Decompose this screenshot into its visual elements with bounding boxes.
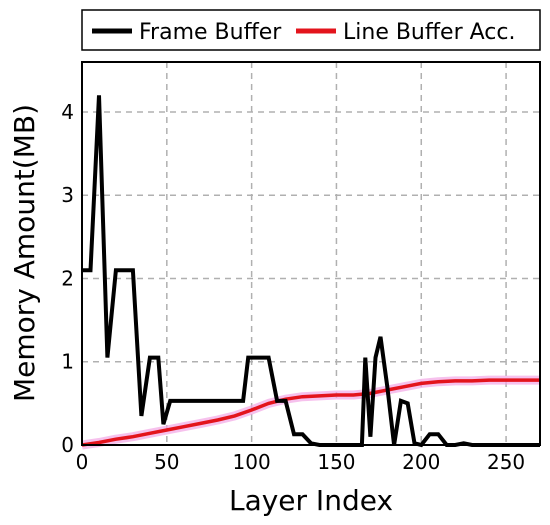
y-tick-label: 4 — [61, 100, 74, 124]
plot-frame — [81, 61, 541, 446]
legend: Frame Buffer Line Buffer Acc. — [81, 9, 541, 51]
y-axis-ticks: 0 1 2 3 4 — [61, 100, 74, 457]
y-axis-title: Memory Amount(MB) — [8, 104, 41, 402]
x-tick-label: 150 — [317, 450, 355, 474]
x-tick-label: 200 — [402, 450, 440, 474]
y-tick-label: 2 — [61, 266, 74, 290]
series-line-line-buffer-acc — [81, 378, 540, 447]
series-line-frame-buffer — [82, 95, 540, 448]
legend-label-frame-buffer: Frame Buffer — [139, 20, 282, 45]
legend-label-line-buffer: Line Buffer Acc. — [343, 20, 515, 45]
x-tick-label: 100 — [233, 450, 271, 474]
grid — [82, 62, 540, 445]
series-layer — [81, 95, 540, 450]
x-tick-label: 0 — [76, 450, 89, 474]
x-tick-label: 50 — [154, 450, 179, 474]
y-tick-label: 3 — [61, 183, 74, 207]
series-glow-line-buffer-acc — [81, 375, 540, 450]
y-tick-label: 0 — [61, 433, 74, 457]
x-tick-label: 250 — [487, 450, 525, 474]
y-tick-label: 1 — [61, 350, 74, 374]
x-axis-ticks: 0 50 100 150 200 250 — [76, 450, 526, 474]
x-axis-title: Layer Index — [229, 484, 393, 517]
